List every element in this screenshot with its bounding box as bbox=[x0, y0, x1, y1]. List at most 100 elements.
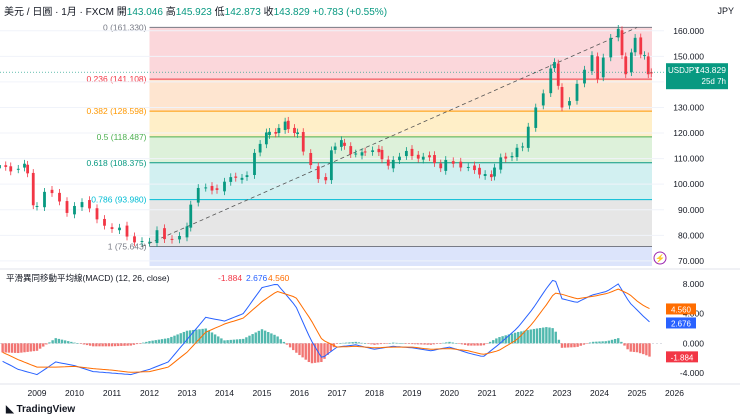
macd-histogram-bar bbox=[138, 343, 142, 344]
macd-histogram-bar bbox=[54, 338, 57, 344]
macd-histogram-bar bbox=[567, 343, 570, 348]
macd-histogram-bar bbox=[329, 343, 332, 352]
macd-histogram-bar bbox=[145, 341, 148, 344]
fib-zone bbox=[149, 79, 652, 112]
candle-body bbox=[646, 56, 650, 75]
price-tag-symbol: USDJPY bbox=[668, 66, 700, 75]
candle-body bbox=[234, 176, 238, 178]
macd-histogram-bar bbox=[107, 343, 111, 347]
macd-histogram-bar bbox=[126, 343, 129, 346]
candle-body bbox=[65, 201, 69, 213]
candle-body bbox=[459, 161, 463, 168]
candle-body bbox=[590, 55, 594, 72]
candle-body bbox=[204, 187, 208, 189]
macd-histogram-bar bbox=[82, 343, 86, 345]
macd-line-value: 2.676 bbox=[246, 273, 268, 283]
x-tick-label: 2010 bbox=[65, 388, 84, 398]
candle-body bbox=[88, 200, 91, 209]
branding-text: TradingView bbox=[16, 404, 76, 415]
candle-body bbox=[264, 132, 268, 145]
y-tick-label: 80.000 bbox=[678, 230, 704, 240]
macd-histogram-bar bbox=[373, 343, 376, 345]
macd-histogram-bar bbox=[363, 343, 367, 344]
candle-body bbox=[309, 152, 313, 166]
macd-histogram-bar bbox=[226, 340, 229, 344]
macd-histogram-bar bbox=[523, 330, 526, 344]
x-tick-label: 2026 bbox=[665, 388, 684, 398]
macd-histogram-bar bbox=[420, 343, 423, 345]
candle-body bbox=[466, 166, 470, 168]
macd-histogram-bar bbox=[529, 329, 532, 344]
macd-histogram-bar bbox=[626, 343, 629, 350]
macd-histogram-bar bbox=[445, 342, 448, 344]
macd-histogram-bar bbox=[310, 343, 314, 364]
macd-histogram-bar bbox=[323, 343, 326, 359]
macd-histogram-bar bbox=[207, 330, 211, 344]
price-tag-countdown: 25d 7h bbox=[702, 77, 726, 86]
macd-histogram-bar bbox=[7, 343, 11, 353]
macd-histogram-bar bbox=[298, 343, 301, 356]
candle-body bbox=[274, 132, 278, 134]
y-tick-label: 70.000 bbox=[678, 256, 704, 266]
macd-histogram-bar bbox=[507, 334, 511, 344]
candle-body bbox=[73, 205, 76, 215]
macd-y-tick: 0.000 bbox=[683, 338, 705, 348]
macd-histogram-bar bbox=[401, 343, 404, 344]
change-value: +0.783 (+0.55%) bbox=[312, 7, 388, 18]
macd-histogram-bar bbox=[642, 343, 645, 355]
macd-histogram-bar bbox=[238, 339, 242, 344]
candle-body bbox=[439, 163, 443, 169]
fib-zone bbox=[149, 199, 652, 247]
candle-body bbox=[16, 168, 20, 170]
macd-histogram-bar bbox=[598, 341, 601, 344]
candle-body bbox=[473, 165, 476, 171]
macd-histogram-bar bbox=[470, 343, 473, 346]
candle-body bbox=[354, 153, 358, 155]
x-tick-label: 2012 bbox=[140, 388, 159, 398]
candle-body bbox=[377, 148, 381, 153]
macd-histogram-bar bbox=[595, 341, 598, 344]
macd-title: 平滑異同移動平均線(MACD) (12, 26, close) bbox=[6, 273, 170, 283]
candle-body bbox=[560, 87, 564, 108]
candle-body bbox=[339, 140, 343, 147]
macd-histogram-bar bbox=[485, 343, 489, 344]
candle-body bbox=[620, 30, 624, 56]
macd-histogram-bar bbox=[163, 338, 167, 344]
macd-histogram-bar bbox=[313, 343, 317, 363]
macd-histogram-bar bbox=[217, 336, 220, 344]
macd-histogram-bar bbox=[548, 327, 551, 344]
candle-body bbox=[0, 165, 1, 169]
high-value: 145.923 bbox=[175, 7, 212, 18]
candle-body bbox=[601, 57, 605, 78]
macd-histogram-bar bbox=[501, 336, 504, 344]
candle-body bbox=[349, 146, 353, 155]
macd-histogram-bar bbox=[182, 331, 186, 344]
macd-histogram-bar bbox=[192, 329, 195, 344]
macd-histogram-bar bbox=[498, 337, 501, 344]
candle-body bbox=[421, 156, 425, 160]
macd-histogram-bar bbox=[563, 343, 567, 348]
macd-histogram-bar bbox=[17, 343, 20, 354]
macd-histogram-bar bbox=[632, 343, 636, 352]
macd-histogram-bar bbox=[188, 330, 192, 344]
macd-histogram-bar bbox=[413, 343, 417, 345]
macd-histogram-bar bbox=[29, 343, 32, 352]
candle-body bbox=[433, 155, 436, 164]
x-tick-label: 2016 bbox=[290, 388, 309, 398]
macd-hist-value: -1.884 bbox=[218, 273, 242, 283]
x-tick-label: 2020 bbox=[440, 388, 459, 398]
candle-body bbox=[549, 68, 553, 94]
fib-label: 0.618 (108.375) bbox=[86, 158, 146, 168]
tradingview-logo: ◣ TradingView bbox=[6, 404, 75, 415]
candle-body bbox=[451, 161, 455, 164]
candle-body bbox=[35, 205, 39, 207]
candle-body bbox=[534, 107, 538, 128]
candle-body bbox=[215, 188, 219, 190]
candle-body bbox=[416, 154, 420, 159]
candle-body bbox=[478, 167, 481, 175]
macd-histogram-bar bbox=[560, 343, 564, 348]
currency-label: JPY bbox=[717, 6, 734, 16]
macd-histogram-bar bbox=[648, 343, 651, 357]
candle-body bbox=[196, 187, 200, 203]
